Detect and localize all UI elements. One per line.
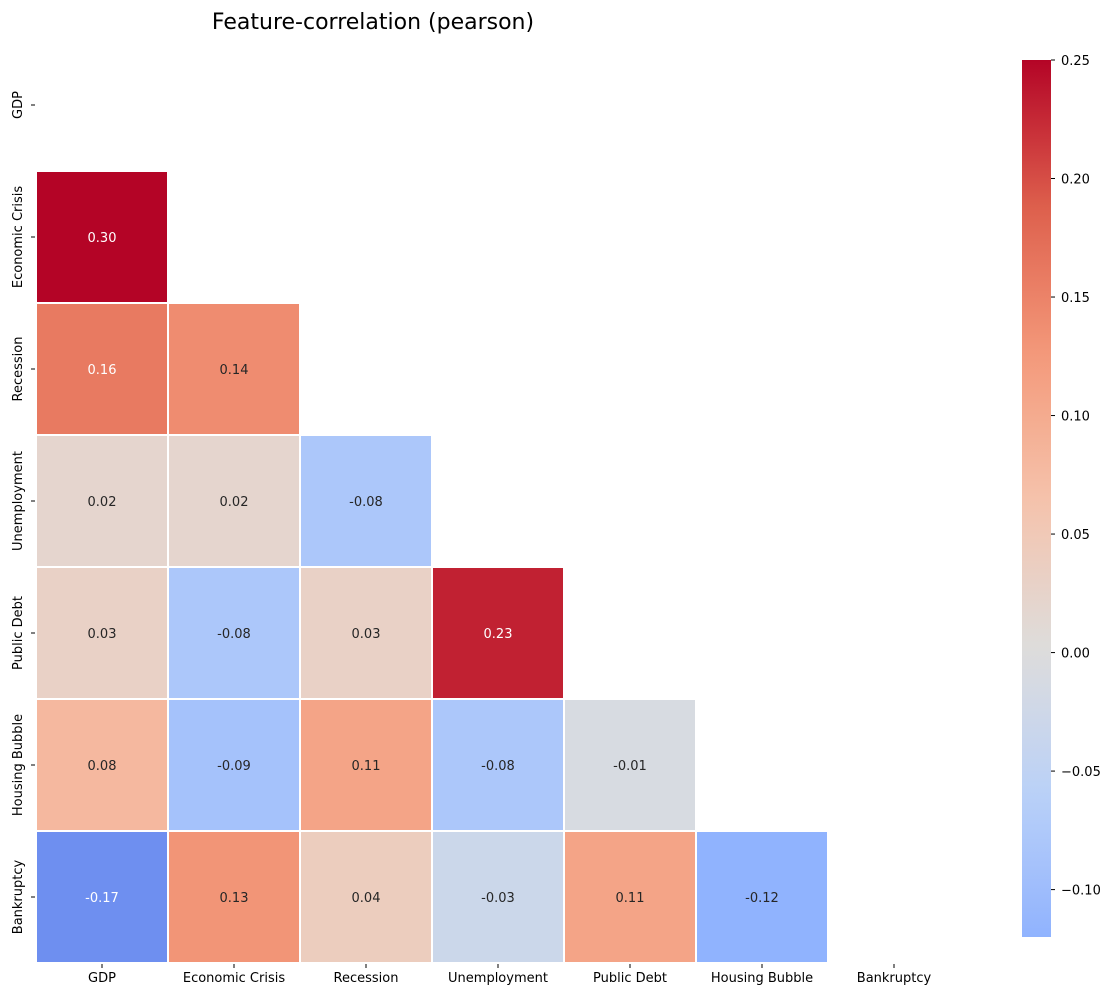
x-tick-label: Public Debt xyxy=(593,971,667,986)
y-tick-label: Recession xyxy=(11,337,26,402)
x-tick-label: Economic Crisis xyxy=(183,971,285,986)
cell-value-label: 0.04 xyxy=(352,891,381,906)
cell-value-label: 0.13 xyxy=(220,891,249,906)
y-tick-label: GDP xyxy=(11,91,26,119)
heatmap-cell xyxy=(301,832,431,962)
colorbar-tick-label: 0.15 xyxy=(1061,291,1090,306)
heatmap-cell xyxy=(169,304,299,434)
colorbar-tick-label: 0.25 xyxy=(1061,54,1090,69)
heatmap-cell xyxy=(301,568,431,698)
colorbar-tick-label: 0.05 xyxy=(1061,528,1090,543)
heatmap-cell xyxy=(565,832,695,962)
cell-value-label: -0.17 xyxy=(85,891,119,906)
cell-value-label: 0.03 xyxy=(352,627,381,642)
cell-value-label: 0.02 xyxy=(88,495,117,510)
x-tick-label: GDP xyxy=(88,971,116,986)
y-tick-label: Unemployment xyxy=(11,451,26,551)
heatmap-cell xyxy=(169,700,299,830)
chart-title: Feature-correlation (pearson) xyxy=(212,10,534,35)
heatmap-cell xyxy=(565,700,695,830)
x-axis-tick-labels: GDP Economic Crisis Recession Unemployment P… xyxy=(88,964,932,986)
cell-value-label: -0.08 xyxy=(349,495,383,510)
colorbar: 0.25 0.20 0.15 0.10 0.05 0.00 −0.05 −0.10 xyxy=(1022,54,1101,937)
colorbar-tick-label: 0.20 xyxy=(1061,173,1090,188)
colorbar-tick-label: 0.00 xyxy=(1061,647,1090,662)
heatmap-cell xyxy=(37,436,167,566)
cell-value-label: -0.01 xyxy=(613,759,647,774)
x-tick-label: Housing Bubble xyxy=(711,971,813,986)
y-axis-tick-labels: GDP Economic Crisis Recession Unemployment P… xyxy=(11,91,35,934)
heatmap-cell xyxy=(37,304,167,434)
heatmap-cell xyxy=(433,832,563,962)
heatmap-cell xyxy=(169,832,299,962)
x-tick-label: Recession xyxy=(334,971,399,986)
colorbar-gradient xyxy=(1022,60,1051,937)
cell-value-label: 0.02 xyxy=(220,495,249,510)
heatmap-cell xyxy=(37,568,167,698)
cell-value-label: 0.11 xyxy=(352,759,381,774)
colorbar-tick-label: −0.10 xyxy=(1061,884,1101,899)
x-tick-label: Bankruptcy xyxy=(857,971,932,986)
cell-value-label: 0.23 xyxy=(484,627,513,642)
y-tick-label: Housing Bubble xyxy=(11,714,26,816)
cell-value-label: 0.14 xyxy=(220,363,249,378)
colorbar-tick-label: −0.05 xyxy=(1061,765,1101,780)
heatmap-cell xyxy=(169,568,299,698)
heatmap-cell xyxy=(433,700,563,830)
cell-value-label: -0.03 xyxy=(481,891,515,906)
cell-value-label: 0.30 xyxy=(88,231,117,246)
heatmap-cell xyxy=(37,700,167,830)
heatmap-cell xyxy=(433,568,563,698)
cell-value-label: -0.08 xyxy=(217,627,251,642)
cell-value-label: 0.03 xyxy=(88,627,117,642)
cell-value-label: -0.09 xyxy=(217,759,251,774)
heatmap-cell xyxy=(301,700,431,830)
y-tick-label: Public Debt xyxy=(11,596,26,670)
cell-value-label: -0.12 xyxy=(745,891,779,906)
cell-value-label: 0.11 xyxy=(616,891,645,906)
colorbar-tick-label: 0.10 xyxy=(1061,410,1090,425)
heatmap-cell xyxy=(37,832,167,962)
heatmap-cell xyxy=(37,172,167,302)
y-tick-label: Bankruptcy xyxy=(11,859,26,934)
heatmap-cells: 0.30 0.16 0.14 0.02 0.02 -0.08 0.03 -0.08 0.03 0.… xyxy=(37,172,827,962)
y-tick-label: Economic Crisis xyxy=(11,186,26,288)
cell-value-label: 0.08 xyxy=(88,759,117,774)
x-tick-label: Unemployment xyxy=(448,971,548,986)
heatmap-cell xyxy=(169,436,299,566)
heatmap-cell xyxy=(697,832,827,962)
heatmap-cell xyxy=(301,436,431,566)
cell-value-label: -0.08 xyxy=(481,759,515,774)
cell-value-label: 0.16 xyxy=(88,363,117,378)
